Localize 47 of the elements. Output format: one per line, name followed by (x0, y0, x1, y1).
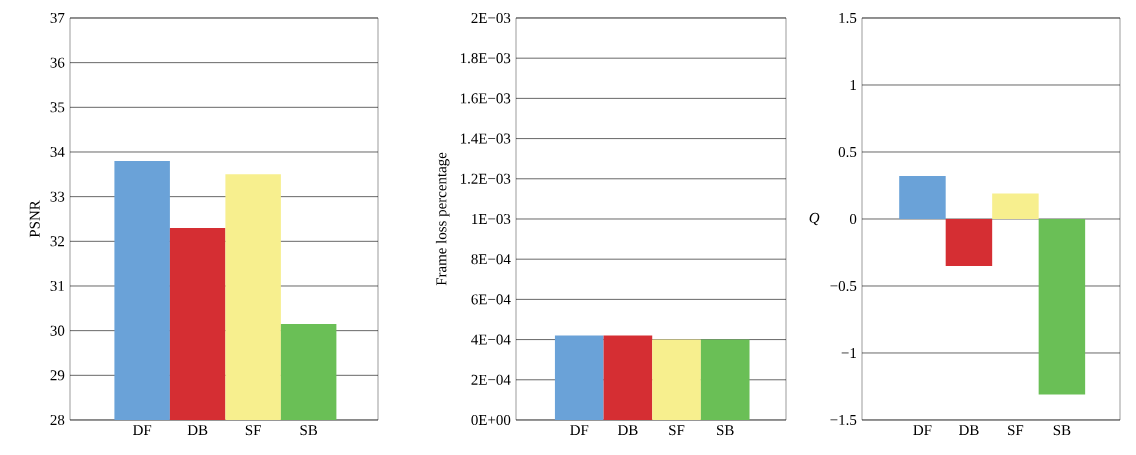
y-axis-title: Q (809, 212, 820, 226)
y-tick-label: 28 (50, 414, 65, 426)
x-tick-label: DB (958, 425, 979, 435)
y-tick-label: −1.5 (830, 414, 857, 426)
y-tick-label: 8E−04 (471, 254, 511, 265)
bar (945, 218, 993, 266)
y-tick-label: 1.2E−03 (460, 173, 511, 184)
y-tick-label: 36 (50, 57, 65, 68)
x-tick-label: SB (1053, 425, 1071, 436)
y-tick-label: −1 (841, 348, 856, 358)
y-axis-title: PSNR (29, 200, 40, 238)
y-tick-label: 1E−03 (472, 213, 511, 225)
y-tick-label: 37 (50, 12, 65, 24)
x-tick-label: SF (1008, 425, 1024, 436)
y-tick-label: 0.5 (838, 146, 857, 158)
y-tick-label: 6E−04 (471, 294, 511, 305)
x-tick-label: SB (717, 425, 734, 436)
y-tick-label: 29 (50, 370, 65, 381)
x-tick-label: DF (913, 425, 932, 435)
y-tick-label: 34 (50, 146, 65, 157)
y-tick-label: 35 (50, 102, 65, 113)
y-tick-label: 2E−04 (471, 374, 511, 385)
y-tick-label: 32 (50, 236, 64, 247)
y-tick-label: 31 (50, 280, 64, 291)
bar (1038, 218, 1086, 395)
x-tick-label: SF (669, 425, 685, 436)
y-tick-label: 1 (850, 80, 856, 90)
y-tick-label: 4E−04 (471, 334, 511, 345)
x-tick-label: SF (245, 425, 261, 436)
x-tick-label: DF (133, 425, 152, 435)
y-tick-label: 0E+00 (471, 414, 511, 426)
x-tick-label: SB (300, 425, 318, 436)
y-tick-label: 30 (50, 325, 65, 336)
y-tick-label: 33 (50, 191, 65, 202)
bar (899, 176, 946, 219)
y-tick-label: 0 (849, 213, 857, 225)
bar (992, 193, 1039, 219)
y-axis-title: Frame loss percentage (435, 152, 450, 286)
y-tick-label: 1.5 (839, 12, 857, 24)
y-tick-label: 1.6E−03 (460, 93, 511, 104)
x-tick-label: DF (570, 425, 589, 435)
x-tick-label: DB (617, 425, 638, 435)
x-tick-label: DB (187, 425, 208, 435)
y-tick-label: 1.4E−03 (460, 133, 511, 144)
y-tick-label: −0.5 (830, 280, 857, 292)
y-tick-label: 2E−03 (471, 12, 511, 24)
y-tick-label: 1.8E−03 (460, 53, 511, 64)
